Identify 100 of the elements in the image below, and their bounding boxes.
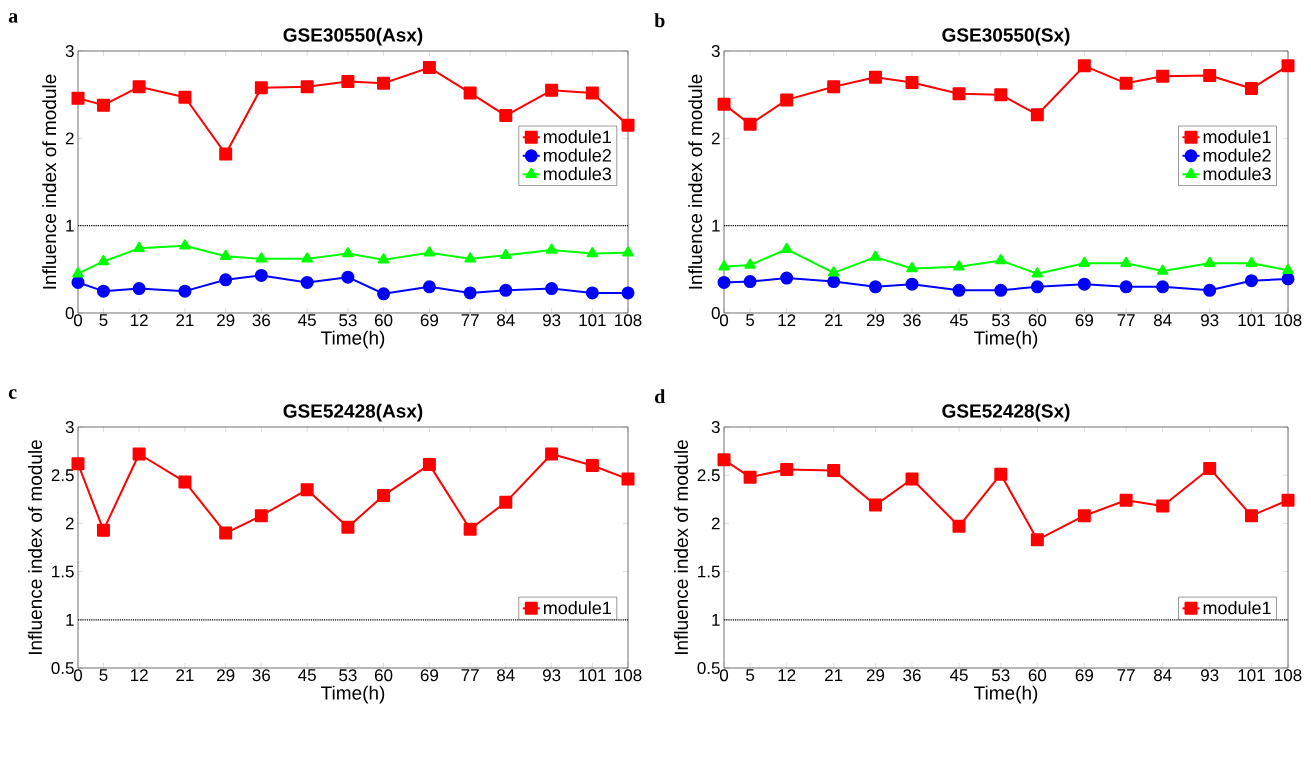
point	[827, 80, 841, 94]
point	[827, 463, 841, 477]
point	[132, 80, 146, 94]
x-tick-label: 93	[542, 669, 561, 682]
x-tick-label: 36	[903, 314, 921, 327]
x-tick-label: 45	[298, 314, 316, 327]
point	[1030, 280, 1044, 294]
point	[377, 76, 391, 90]
x-tick-label: 108	[615, 669, 642, 682]
point	[254, 509, 268, 523]
point	[1030, 108, 1044, 122]
x-tick-label: 77	[461, 314, 479, 326]
point	[341, 270, 355, 284]
y-tick-label: 1	[66, 613, 74, 626]
point	[422, 280, 436, 294]
x-tick-label: 84	[497, 314, 515, 327]
point	[952, 87, 966, 101]
x-tick-label: 36	[252, 314, 271, 327]
y-axis-title: Influence index of module	[28, 440, 43, 655]
legend-label: module2	[543, 148, 611, 162]
x-tick-label: 69	[1075, 669, 1093, 682]
point	[178, 284, 192, 298]
point	[780, 93, 794, 107]
x-tick-label: 60	[374, 669, 393, 682]
point	[1203, 256, 1216, 267]
x-axis-title: Time(h)	[974, 685, 1038, 704]
point	[953, 260, 965, 271]
x-tick-label: 53	[992, 669, 1010, 682]
point	[621, 472, 635, 486]
x-tick-label: 84	[1153, 669, 1172, 682]
point	[301, 252, 313, 263]
y-tick-label: 0.5	[51, 661, 74, 675]
point	[905, 75, 919, 89]
point	[377, 488, 391, 502]
point	[72, 267, 84, 278]
point	[621, 286, 635, 300]
x-tick-label: 101	[579, 669, 606, 682]
point	[743, 275, 757, 289]
x-axis-title: Time(h)	[321, 330, 385, 349]
point	[1244, 274, 1258, 288]
x-tick-label: 5	[746, 669, 755, 682]
point	[341, 520, 355, 534]
point	[780, 271, 794, 285]
point	[96, 98, 110, 112]
point	[545, 243, 558, 254]
point	[219, 273, 233, 287]
point	[71, 91, 85, 105]
y-tick-label: 2	[65, 517, 74, 530]
chart-title: GSE52428(Sx)	[942, 403, 1070, 422]
legend-label: module1	[1203, 130, 1271, 144]
legend-label: module2	[1203, 148, 1271, 162]
text: a	[8, 13, 18, 23]
point	[743, 470, 757, 484]
point	[906, 261, 918, 273]
point	[97, 254, 110, 266]
x-tick-label: 29	[866, 314, 885, 327]
point	[780, 242, 793, 253]
point	[178, 475, 192, 489]
point	[905, 277, 919, 291]
point	[96, 523, 110, 537]
point	[952, 283, 966, 297]
legend-label: module1	[543, 130, 611, 144]
x-tick-label: 21	[825, 314, 843, 327]
point	[132, 282, 146, 296]
y-axis-title: Influence index of module	[674, 440, 689, 655]
x-tick-label: 53	[339, 669, 357, 682]
point	[1203, 283, 1217, 297]
point	[717, 453, 731, 467]
point	[1203, 461, 1217, 475]
point	[994, 283, 1008, 297]
x-tick-label: 12	[130, 669, 148, 682]
x-tick-label: 93	[1201, 314, 1219, 327]
chart-title: GSE30550(Asx)	[283, 27, 423, 46]
y-tick-label: 1.5	[698, 565, 720, 578]
chart-title: GSE30550(Sx)	[942, 27, 1070, 46]
y-tick-label: 0.5	[697, 661, 720, 675]
x-tick-label: 69	[1075, 314, 1093, 327]
text: d	[655, 389, 666, 404]
x-tick-label: 93	[542, 314, 561, 327]
point	[718, 260, 730, 271]
y-tick-label: 3	[65, 420, 74, 434]
point	[463, 86, 477, 100]
point	[905, 472, 919, 486]
x-tick-label: 108	[1275, 669, 1302, 682]
y-tick-label: 3	[711, 44, 720, 58]
y-tick-label: 1	[712, 219, 720, 232]
point	[545, 447, 559, 461]
point	[621, 118, 635, 132]
point	[422, 61, 436, 75]
point	[219, 526, 233, 540]
point	[1077, 277, 1091, 291]
point	[994, 88, 1008, 102]
legend-label: module1	[1203, 601, 1271, 615]
point	[827, 275, 841, 289]
y-tick-label: 3	[65, 44, 74, 58]
point	[585, 286, 599, 300]
point	[994, 467, 1008, 481]
x-tick-label: 5	[746, 314, 755, 327]
x-tick-label: 60	[1028, 669, 1047, 682]
x-tick-label: 45	[949, 314, 968, 327]
